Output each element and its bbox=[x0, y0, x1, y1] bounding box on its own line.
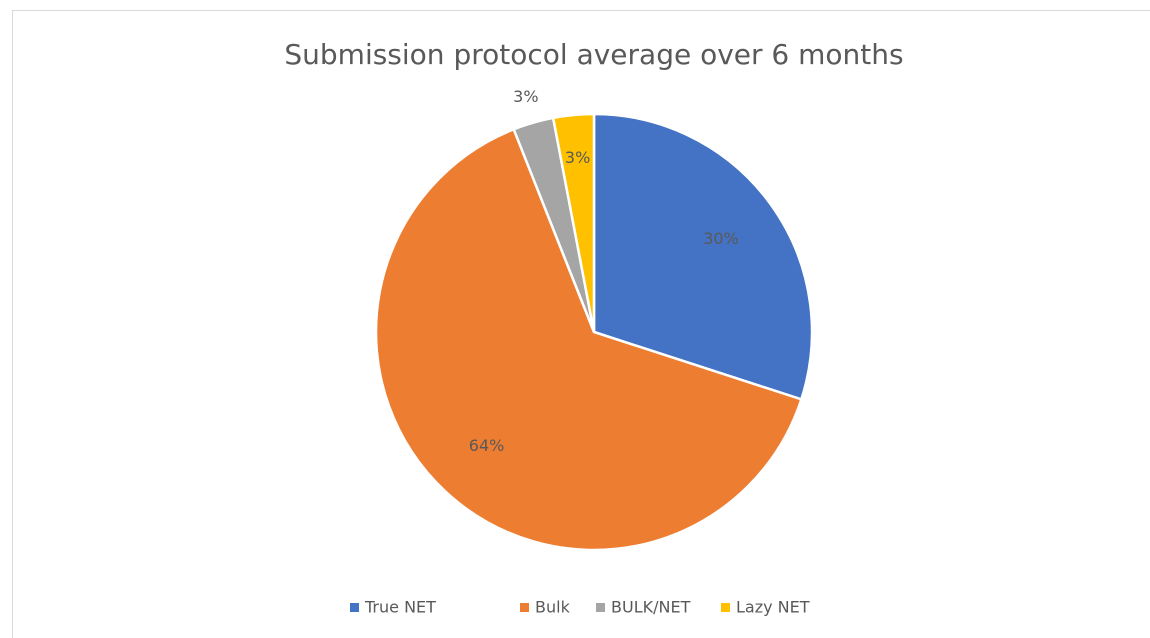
data-label: 3% bbox=[513, 87, 538, 106]
legend-label: Lazy NET bbox=[736, 598, 810, 617]
pie-slice bbox=[592, 112, 814, 401]
legend-swatch bbox=[350, 603, 359, 612]
legend-label: True NET bbox=[364, 598, 436, 617]
data-label: 30% bbox=[703, 229, 739, 248]
chart-title: Submission protocol average over 6 month… bbox=[284, 38, 903, 71]
legend-label: Bulk bbox=[535, 598, 571, 617]
pie-slice bbox=[374, 127, 803, 552]
data-label: 64% bbox=[469, 436, 505, 455]
pie-slice bbox=[551, 112, 596, 333]
data-label: 3% bbox=[565, 148, 590, 167]
legend-swatch bbox=[520, 603, 529, 612]
legend-swatch bbox=[721, 603, 730, 612]
legend-label: BULK/NET bbox=[611, 598, 691, 617]
legend-swatch bbox=[596, 603, 605, 612]
